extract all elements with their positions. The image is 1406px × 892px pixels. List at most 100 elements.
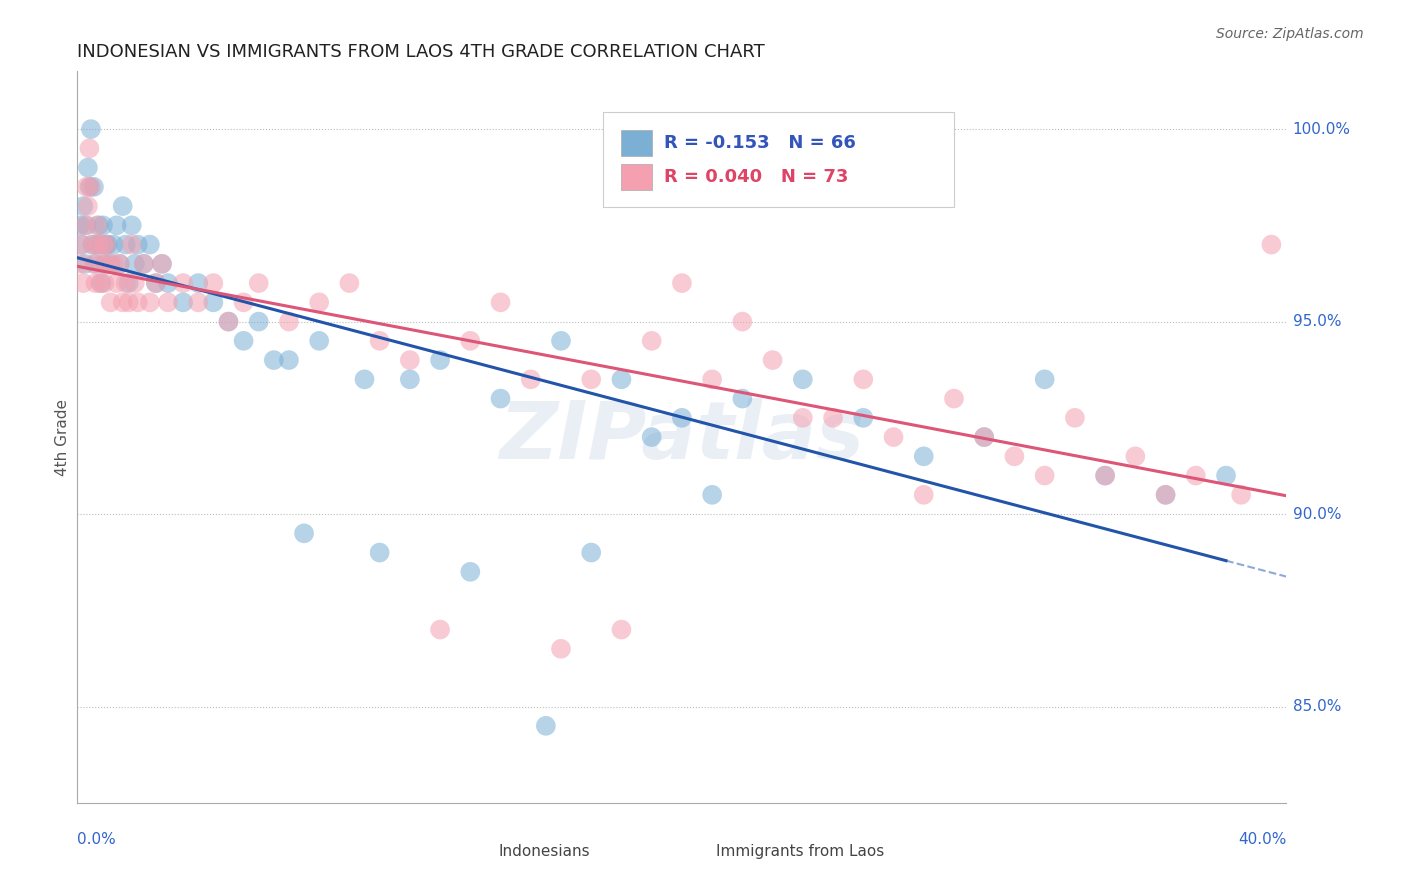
Point	[77, 199, 100, 213]
Point	[1004, 450, 1026, 464]
Point	[489, 392, 512, 406]
Point	[80, 122, 103, 136]
Point	[762, 353, 785, 368]
Point	[641, 334, 664, 348]
Point	[702, 372, 724, 386]
Point	[1094, 468, 1116, 483]
Point	[247, 315, 270, 329]
Point	[121, 219, 143, 233]
Point	[82, 237, 104, 252]
Point	[90, 276, 112, 290]
Point	[100, 257, 122, 271]
Point	[1064, 410, 1087, 425]
Point	[581, 545, 603, 559]
Bar	[621, 163, 652, 190]
Point	[912, 450, 935, 464]
Point	[139, 237, 162, 252]
Point	[1033, 468, 1056, 483]
Point	[821, 410, 844, 425]
Point	[79, 179, 101, 194]
Point	[671, 410, 693, 425]
Point	[731, 392, 754, 406]
Point	[150, 257, 173, 271]
Point	[145, 276, 167, 290]
Point	[232, 334, 254, 348]
Point	[1230, 488, 1253, 502]
Point	[202, 276, 225, 290]
Point	[172, 295, 194, 310]
Point	[75, 179, 97, 194]
Text: 0.0%: 0.0%	[77, 832, 117, 847]
Text: Indonesians: Indonesians	[498, 845, 589, 859]
Point	[103, 257, 125, 271]
Point	[1125, 450, 1147, 464]
Point	[232, 295, 254, 310]
Bar	[621, 130, 652, 156]
Point	[883, 430, 905, 444]
Point	[108, 257, 131, 271]
Point	[534, 719, 557, 733]
Point	[550, 334, 572, 348]
Point	[308, 295, 330, 310]
Point	[132, 257, 155, 271]
Y-axis label: 4th Grade: 4th Grade	[55, 399, 70, 475]
Point	[80, 179, 103, 194]
Point	[90, 257, 112, 271]
Point	[127, 237, 149, 252]
Point	[353, 372, 375, 386]
Text: 100.0%: 100.0%	[1292, 121, 1351, 136]
Point	[94, 237, 117, 252]
Point	[73, 219, 96, 233]
Point	[69, 219, 91, 233]
Point	[912, 488, 935, 502]
Point	[292, 526, 315, 541]
Point	[247, 276, 270, 290]
Point	[202, 295, 225, 310]
Point	[1215, 468, 1237, 483]
Point	[187, 276, 209, 290]
Point	[792, 372, 814, 386]
Point	[368, 545, 391, 559]
Point	[118, 295, 141, 310]
Point	[105, 276, 128, 290]
Point	[96, 257, 118, 271]
Text: INDONESIAN VS IMMIGRANTS FROM LAOS 4TH GRADE CORRELATION CHART: INDONESIAN VS IMMIGRANTS FROM LAOS 4TH G…	[77, 44, 765, 62]
Point	[93, 257, 115, 271]
Point	[105, 219, 128, 233]
Point	[671, 276, 693, 290]
Point	[87, 219, 110, 233]
Point	[172, 276, 194, 290]
Point	[89, 237, 111, 252]
Point	[84, 276, 107, 290]
Text: 85.0%: 85.0%	[1292, 699, 1341, 714]
Text: 40.0%: 40.0%	[1239, 832, 1286, 847]
Point	[581, 372, 603, 386]
Point	[124, 257, 146, 271]
Point	[73, 257, 96, 271]
Point	[70, 237, 93, 252]
Point	[702, 488, 724, 502]
Point	[91, 219, 114, 233]
Point	[124, 276, 146, 290]
Point	[278, 353, 301, 368]
Point	[489, 295, 512, 310]
Point	[111, 199, 134, 213]
Point	[399, 372, 422, 386]
Text: ZIPatlas: ZIPatlas	[499, 398, 865, 476]
Bar	[464, 841, 491, 863]
Point	[111, 295, 134, 310]
Point	[114, 276, 136, 290]
Point	[145, 276, 167, 290]
Point	[157, 276, 180, 290]
Point	[610, 372, 633, 386]
Point	[852, 410, 875, 425]
Point	[132, 257, 155, 271]
Point	[69, 257, 91, 271]
Point	[157, 295, 180, 310]
Point	[82, 237, 104, 252]
Point	[429, 623, 451, 637]
Point	[399, 353, 422, 368]
Point	[187, 295, 209, 310]
FancyBboxPatch shape	[603, 112, 955, 207]
Point	[83, 179, 105, 194]
